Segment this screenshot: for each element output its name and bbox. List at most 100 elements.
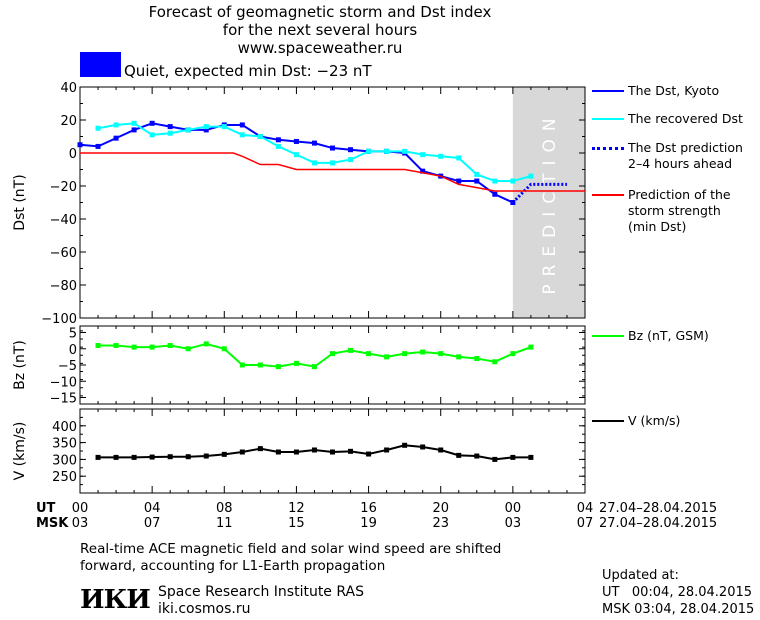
data-point	[384, 354, 390, 360]
legend-swatch-bz	[592, 335, 624, 337]
data-point	[275, 143, 281, 149]
data-point	[438, 351, 444, 357]
data-point	[239, 449, 245, 455]
data-point	[113, 122, 119, 128]
institute-site[interactable]: iki.cosmos.ru	[158, 601, 251, 617]
y-tick-label: −20	[50, 180, 77, 195]
series-line	[511, 182, 567, 204]
legend-label-kyoto: The Dst, Kyoto	[628, 83, 720, 98]
prediction-label: PREDICTION	[540, 110, 560, 294]
data-point	[239, 122, 245, 128]
data-point	[330, 160, 335, 166]
x-tick-label-msk: 11	[216, 516, 233, 531]
data-point	[311, 140, 317, 146]
data-point	[474, 453, 480, 459]
y-tick-label: 5	[69, 327, 77, 342]
x-tick-label-msk: 03	[72, 516, 89, 531]
prediction-region	[512, 87, 585, 318]
series-line	[97, 122, 532, 183]
x-tick-label-ut: 08	[216, 501, 233, 516]
legend-label-storm: Prediction of the storm strength (min Ds…	[628, 187, 731, 234]
data-point	[438, 447, 444, 453]
y-axis-label: Dst (nT)	[12, 174, 28, 230]
y-tick-label: 0	[69, 343, 77, 358]
data-point	[131, 127, 137, 133]
data-point	[113, 135, 119, 141]
data-point	[95, 125, 101, 131]
y-tick-label: 300	[52, 453, 77, 468]
legend-label-prediction: The Dst prediction 2–4 hours ahead	[628, 140, 743, 171]
data-point	[293, 138, 299, 144]
data-point	[330, 145, 335, 151]
data-point	[167, 343, 173, 348]
panel-frame-2	[79, 325, 586, 405]
data-point	[492, 456, 498, 462]
x-tick-label-msk: 15	[288, 516, 305, 531]
x-tick-label-ut: 12	[288, 501, 305, 516]
data-point	[113, 343, 119, 348]
legend-swatch-storm	[592, 194, 624, 196]
data-point	[95, 143, 101, 149]
data-point	[438, 153, 444, 159]
data-point	[402, 148, 408, 154]
data-point	[311, 447, 317, 453]
y-tick-label: 20	[60, 114, 77, 129]
note-line-1: Real-time ACE magnetic field and solar w…	[80, 541, 502, 557]
data-point	[420, 444, 426, 450]
x-tick-label-msk: 23	[432, 516, 449, 531]
status-text: Quiet, expected min Dst: −23 nT	[124, 62, 372, 80]
msk-label: MSK	[36, 516, 69, 531]
data-point	[456, 155, 462, 161]
data-point	[257, 134, 263, 139]
x-tick-label-ut: 16	[360, 501, 377, 516]
data-point	[366, 351, 372, 357]
title-line-3: www.spaceweather.ru	[237, 39, 403, 57]
x-tick-label-ut: 04	[144, 501, 161, 516]
series-line	[98, 342, 532, 368]
series-line	[80, 152, 585, 192]
y-tick-label: −60	[50, 246, 77, 261]
data-point	[131, 454, 137, 460]
data-point	[420, 168, 426, 174]
data-point	[510, 178, 516, 184]
y-tick-label: 40	[60, 81, 77, 96]
x-tick-label-msk: 19	[360, 516, 377, 531]
data-point	[203, 341, 209, 347]
chart-title: Forecast of geomagnetic storm and Dst in…	[110, 3, 530, 57]
data-point	[528, 173, 534, 179]
y-tick-label: −40	[50, 213, 77, 228]
legend-label-recovered: The recovered Dst	[628, 111, 743, 126]
x-tick-label-ut: 20	[432, 501, 449, 516]
panel-frame-1	[79, 86, 586, 319]
legend-swatch-kyoto	[592, 90, 624, 92]
legend-label-bz: Bz (nT, GSM)	[628, 328, 709, 343]
date-range-ut: 27.04–28.04.2015	[599, 501, 717, 516]
data-point	[293, 152, 299, 158]
iki-logo: ИКИ	[80, 585, 151, 615]
y-tick-label: −15	[50, 392, 77, 407]
data-point	[77, 142, 83, 148]
legend-label-v: V (km/s)	[628, 413, 681, 428]
data-point	[348, 448, 354, 454]
data-point	[149, 454, 155, 460]
data-point	[221, 124, 227, 130]
x-tick-label-msk: 07	[144, 516, 161, 531]
data-point	[330, 351, 335, 357]
legend-swatch-recovered	[592, 118, 624, 120]
data-point	[185, 346, 191, 352]
data-point	[185, 127, 191, 133]
title-line-2: for the next several hours	[222, 21, 418, 39]
data-point	[149, 120, 155, 126]
data-point	[492, 359, 498, 365]
data-point	[149, 344, 155, 350]
data-point	[420, 349, 426, 355]
data-point	[185, 454, 191, 460]
data-point	[239, 132, 245, 138]
data-point	[221, 346, 227, 352]
data-point	[239, 362, 245, 368]
x-tick-label-ut: 04	[577, 501, 594, 516]
data-point	[221, 451, 227, 457]
x-tick-label-msk: 03	[505, 516, 522, 531]
y-tick-label: −5	[58, 359, 77, 374]
y-tick-label: −100	[41, 312, 77, 327]
